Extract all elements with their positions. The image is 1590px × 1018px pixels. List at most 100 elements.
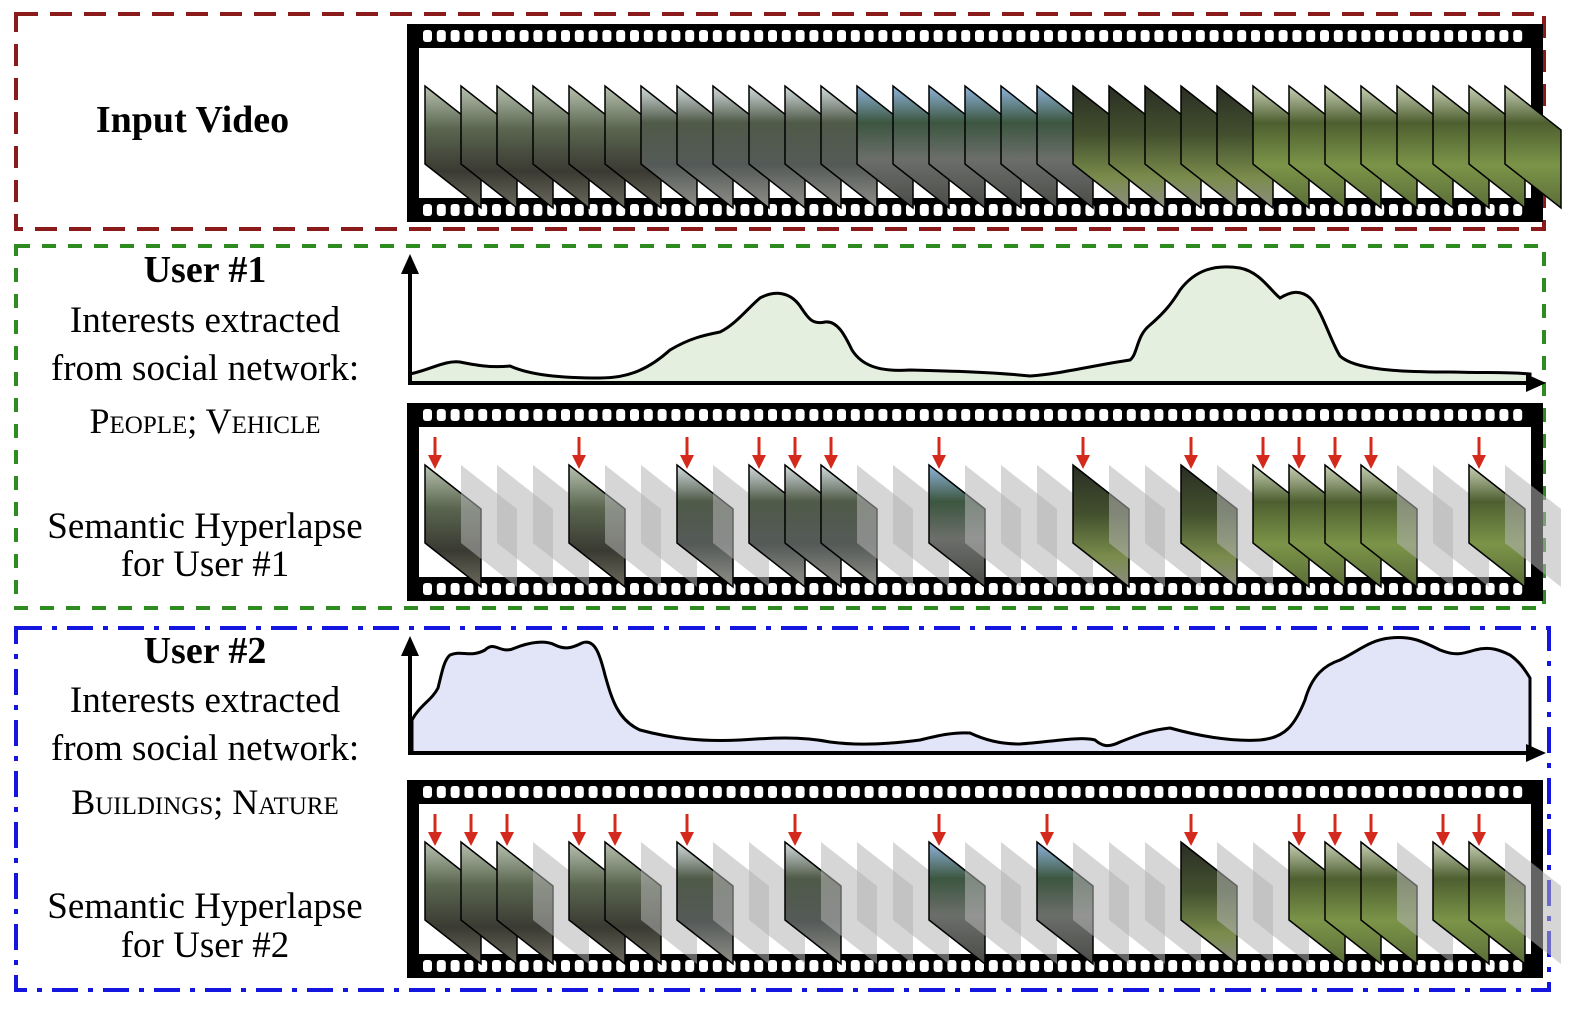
sprocket-hole: [961, 960, 971, 972]
user2-title: User #2: [143, 630, 267, 672]
sprocket-hole: [892, 583, 902, 595]
sprocket-hole: [450, 583, 460, 595]
sprocket-hole: [1154, 583, 1164, 595]
user1-curve-area: [408, 265, 1532, 385]
sprocket-hole: [1333, 960, 1343, 972]
sprocket-hole: [1030, 30, 1040, 42]
sprocket-hole: [864, 204, 874, 216]
sprocket-hole: [1306, 30, 1316, 42]
sprocket-hole: [1485, 786, 1495, 798]
sprocket-hole: [1361, 583, 1371, 595]
user2-interests-line2: from social network:: [50, 728, 360, 769]
selection-arrowhead: [1040, 832, 1054, 846]
selection-arrowhead: [1472, 455, 1486, 469]
user1-panel-border: [14, 244, 1546, 610]
sprocket-hole: [423, 204, 432, 216]
sprocket-hole: [712, 204, 722, 216]
sprocket-hole: [1140, 409, 1150, 421]
sprocket-hole: [1292, 786, 1302, 798]
sprocket-hole: [1292, 204, 1302, 216]
sprocket-hole: [892, 30, 902, 42]
sprocket-hole: [795, 409, 805, 421]
sprocket-hole: [547, 786, 557, 798]
sprocket-hole: [1195, 786, 1205, 798]
sprocket-hole: [754, 960, 764, 972]
sprocket-hole: [933, 583, 943, 595]
sprocket-hole: [588, 204, 598, 216]
sprocket-hole: [423, 409, 432, 421]
sprocket-hole: [975, 960, 984, 972]
sprocket-hole: [561, 204, 570, 216]
skipped-frame: [1433, 465, 1489, 587]
sprocket-hole: [505, 786, 515, 798]
sprocket-hole: [533, 960, 543, 972]
selection-arrowhead: [500, 832, 514, 846]
sprocket-hole: [1278, 960, 1288, 972]
sprocket-hole: [519, 583, 529, 595]
sprocket-hole: [823, 786, 833, 798]
sprocket-hole: [781, 960, 791, 972]
sprocket-hole: [1361, 409, 1371, 421]
sprocket-hole: [1361, 30, 1371, 42]
sprocket-hole: [547, 409, 557, 421]
sprocket-hole: [699, 409, 708, 421]
sprocket-hole: [1375, 583, 1385, 595]
skipped-frame: [1109, 842, 1165, 964]
sprocket-hole: [1016, 409, 1026, 421]
sprocket-hole: [1044, 583, 1053, 595]
sprocket-hole: [1513, 583, 1523, 595]
user2-hyperlapse-line1: Semantic Hyperlapse: [47, 886, 363, 927]
sprocket-hole: [574, 583, 584, 595]
sprocket-hole: [1458, 409, 1467, 421]
sprocket-hole: [1002, 960, 1012, 972]
sprocket-hole: [1099, 786, 1109, 798]
sprocket-hole: [1292, 583, 1302, 595]
sprocket-hole: [1389, 409, 1398, 421]
sprocket-hole: [1499, 960, 1509, 972]
sprocket-hole: [1416, 583, 1426, 595]
sprocket-hole: [1030, 583, 1040, 595]
sprocket-hole: [1278, 204, 1288, 216]
sprocket-hole: [1499, 409, 1509, 421]
sprocket-hole: [616, 30, 626, 42]
sprocket-hole: [1182, 204, 1191, 216]
selection-arrowhead: [932, 832, 946, 846]
sprocket-hole: [492, 960, 501, 972]
selection-arrowhead: [1256, 455, 1270, 469]
skipped-frame: [1073, 842, 1129, 964]
sprocket-hole: [864, 30, 874, 42]
sprocket-hole: [1513, 30, 1523, 42]
sprocket-hole: [492, 409, 501, 421]
user1-y-axis-arrowhead: [401, 254, 419, 274]
sprocket-hole: [1471, 409, 1481, 421]
sprocket-hole: [878, 583, 888, 595]
sprocket-hole: [1209, 583, 1219, 595]
sprocket-hole: [1444, 786, 1454, 798]
sprocket-hole: [906, 409, 915, 421]
sprocket-hole: [630, 960, 639, 972]
sprocket-hole: [1430, 30, 1440, 42]
sprocket-hole: [1168, 409, 1178, 421]
sprocket-hole: [988, 960, 998, 972]
sprocket-hole: [1333, 30, 1343, 42]
sprocket-hole: [754, 204, 764, 216]
sprocket-hole: [1375, 204, 1385, 216]
sprocket-hole: [533, 30, 543, 42]
sprocket-hole: [878, 30, 888, 42]
sprocket-hole: [1002, 204, 1012, 216]
sprocket-hole: [547, 30, 557, 42]
sprocket-hole: [961, 409, 971, 421]
sprocket-hole: [864, 960, 874, 972]
sprocket-hole: [1154, 204, 1164, 216]
sprocket-hole: [685, 786, 695, 798]
sprocket-hole: [837, 786, 846, 798]
sprocket-hole: [1458, 583, 1467, 595]
sprocket-hole: [795, 583, 805, 595]
sprocket-hole: [547, 960, 557, 972]
sprocket-hole: [768, 204, 777, 216]
sprocket-hole: [1237, 30, 1247, 42]
sprocket-hole: [1320, 583, 1329, 595]
sprocket-hole: [602, 786, 612, 798]
skipped-frame: [1217, 465, 1273, 587]
sprocket-hole: [1347, 204, 1357, 216]
